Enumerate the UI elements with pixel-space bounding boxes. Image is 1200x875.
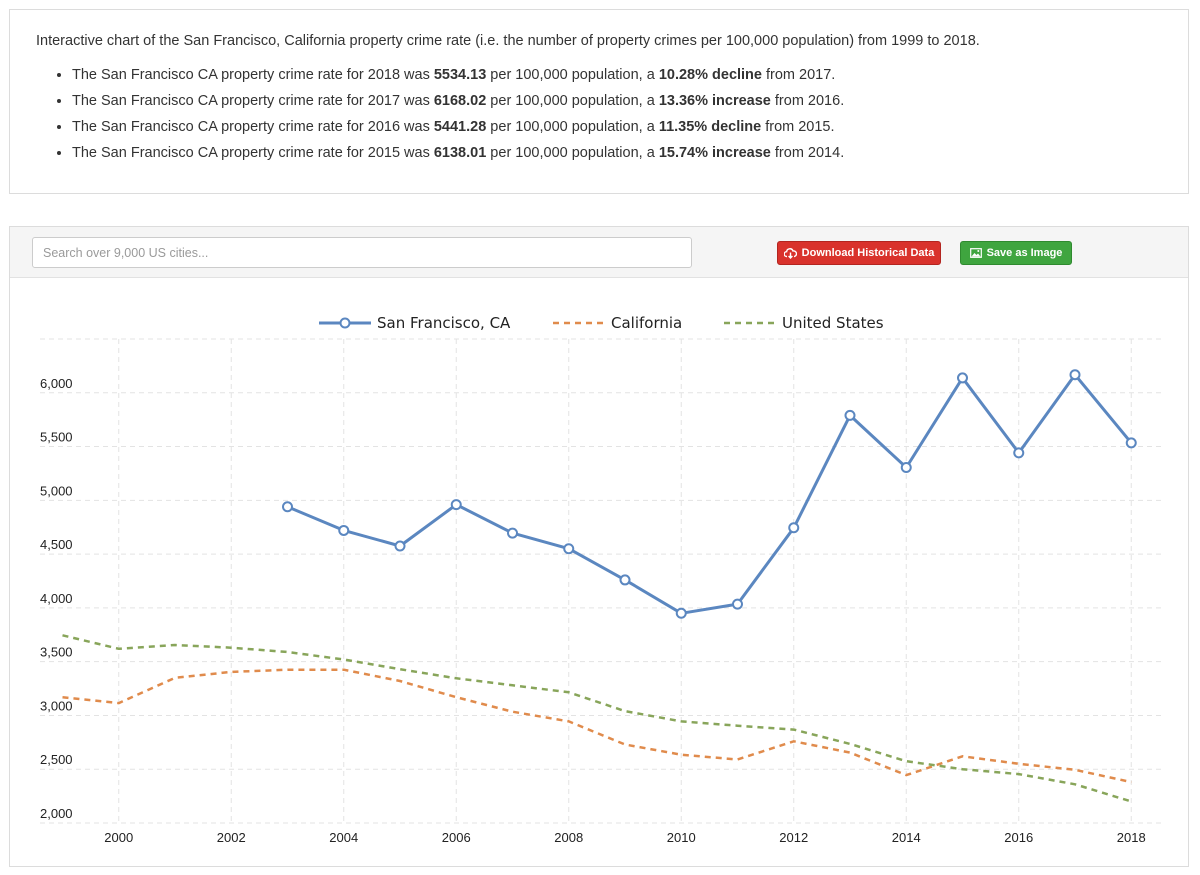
- summary-bullet-2018: The San Francisco CA property crime rate…: [72, 62, 844, 88]
- bullet-rate: 6138.01: [433, 145, 487, 161]
- bullet-text: from 2015.: [761, 119, 835, 135]
- data-point[interactable]: [844, 409, 856, 421]
- y-tick-label: 4,500: [40, 537, 73, 552]
- legend-label: California: [611, 314, 682, 332]
- x-tick-label: 2018: [1117, 830, 1146, 845]
- data-point[interactable]: [788, 522, 800, 534]
- bullet-text: The San Francisco CA property crime rate…: [72, 145, 434, 161]
- data-point[interactable]: [1013, 447, 1025, 459]
- data-point[interactable]: [900, 462, 912, 474]
- chart-toolbar: Download Historical Data Save as Image: [10, 227, 1188, 278]
- city-search-input[interactable]: [32, 237, 692, 268]
- data-point[interactable]: [1125, 437, 1137, 449]
- bullet-text: per 100,000 population, a: [486, 67, 659, 83]
- x-tick-label: 2014: [892, 830, 921, 845]
- data-point[interactable]: [507, 527, 518, 539]
- save-as-image-button[interactable]: Save as Image: [960, 241, 1072, 265]
- y-tick-label: 2,000: [40, 806, 73, 821]
- grid: [40, 338, 1165, 824]
- cloud-download-icon: [783, 247, 797, 259]
- series-line: [286, 373, 1133, 615]
- data-point[interactable]: [1069, 369, 1081, 381]
- bullet-text: The San Francisco CA property crime rate…: [72, 93, 434, 109]
- series: [62, 369, 1137, 803]
- bullet-text: from 2016.: [770, 93, 845, 109]
- bullet-change: 10.28% decline: [658, 67, 762, 83]
- bullet-change: 11.35% decline: [658, 119, 762, 135]
- image-icon: [969, 248, 982, 258]
- bullet-text: per 100,000 population, a: [486, 119, 659, 135]
- data-point[interactable]: [450, 499, 462, 511]
- download-label: Download Historical Data: [801, 247, 935, 259]
- bullet-rate: 5441.28: [433, 119, 487, 135]
- x-tick-label: 2008: [554, 830, 583, 845]
- data-point[interactable]: [732, 598, 743, 610]
- x-tick-label: 2016: [1004, 830, 1033, 845]
- summary-bullet-2016: The San Francisco CA property crime rate…: [72, 114, 844, 140]
- series-line: [62, 668, 1132, 784]
- summary-list: The San Francisco CA property crime rate…: [54, 62, 844, 166]
- x-tick-label: 2002: [217, 830, 246, 845]
- legend-label: United States: [782, 314, 884, 332]
- bullet-text: per 100,000 population, a: [486, 93, 659, 109]
- axes: 2,000 2,500 3,000 3,500 4,000 4,500 5,000 5,500…: [40, 376, 1146, 845]
- save-label: Save as Image: [986, 247, 1063, 259]
- legend-item[interactable]: California: [553, 314, 682, 332]
- bullet-rate: 6168.02: [433, 93, 487, 109]
- bullet-text: The San Francisco CA property crime rate…: [72, 119, 434, 135]
- legend-item[interactable]: United States: [724, 314, 884, 332]
- legend-item[interactable]: San Francisco, CA: [319, 314, 511, 332]
- series-united-states: [62, 634, 1132, 803]
- series-california: [62, 668, 1132, 784]
- bullet-text: from 2017.: [761, 67, 836, 83]
- y-tick-label: 2,500: [40, 752, 73, 767]
- data-point[interactable]: [675, 607, 687, 619]
- y-tick-label: 3,500: [40, 645, 73, 660]
- y-tick-label: 5,500: [40, 430, 73, 445]
- y-tick-label: 6,000: [40, 376, 73, 391]
- y-tick-label: 3,000: [40, 698, 73, 713]
- bullet-text: The San Francisco CA property crime rate…: [72, 67, 434, 83]
- property-crime-chart: 2,000 2,500 3,000 3,500 4,000 4,500 5,000 5,500…: [40, 314, 1165, 845]
- bullet-change: 15.74% increase: [658, 145, 771, 161]
- data-point[interactable]: [338, 524, 350, 536]
- legend-label: San Francisco, CA: [377, 314, 511, 332]
- y-tick-label: 4,000: [40, 591, 73, 606]
- download-historical-data-button[interactable]: Download Historical Data: [777, 241, 941, 265]
- legend[interactable]: San Francisco, CA California United States: [319, 314, 884, 332]
- bullet-text: per 100,000 population, a: [486, 145, 659, 161]
- x-tick-label: 2012: [779, 830, 808, 845]
- data-point[interactable]: [563, 543, 575, 555]
- summary-intro: Interactive chart of the San Francisco, …: [36, 33, 980, 49]
- x-tick-label: 2004: [329, 830, 358, 845]
- summary-panel: Interactive chart of the San Francisco, …: [9, 9, 1189, 194]
- legend-marker: [339, 317, 351, 329]
- x-tick-label: 2010: [667, 830, 696, 845]
- summary-bullet-2015: The San Francisco CA property crime rate…: [72, 140, 844, 166]
- summary-bullet-2017: The San Francisco CA property crime rate…: [72, 88, 844, 114]
- data-point[interactable]: [957, 372, 968, 384]
- data-point[interactable]: [619, 574, 631, 586]
- series-san-francisco-ca: [282, 369, 1137, 619]
- x-tick-label: 2000: [104, 830, 133, 845]
- y-tick-label: 5,000: [40, 483, 73, 498]
- data-point[interactable]: [394, 540, 406, 552]
- series-line: [62, 634, 1132, 803]
- bullet-change: 13.36% increase: [658, 93, 771, 109]
- data-point[interactable]: [282, 501, 293, 513]
- bullet-text: from 2014.: [770, 145, 845, 161]
- chart-panel: Download Historical Data Save as Image 2…: [9, 226, 1189, 867]
- x-tick-label: 2006: [442, 830, 471, 845]
- bullet-rate: 5534.13: [433, 67, 487, 83]
